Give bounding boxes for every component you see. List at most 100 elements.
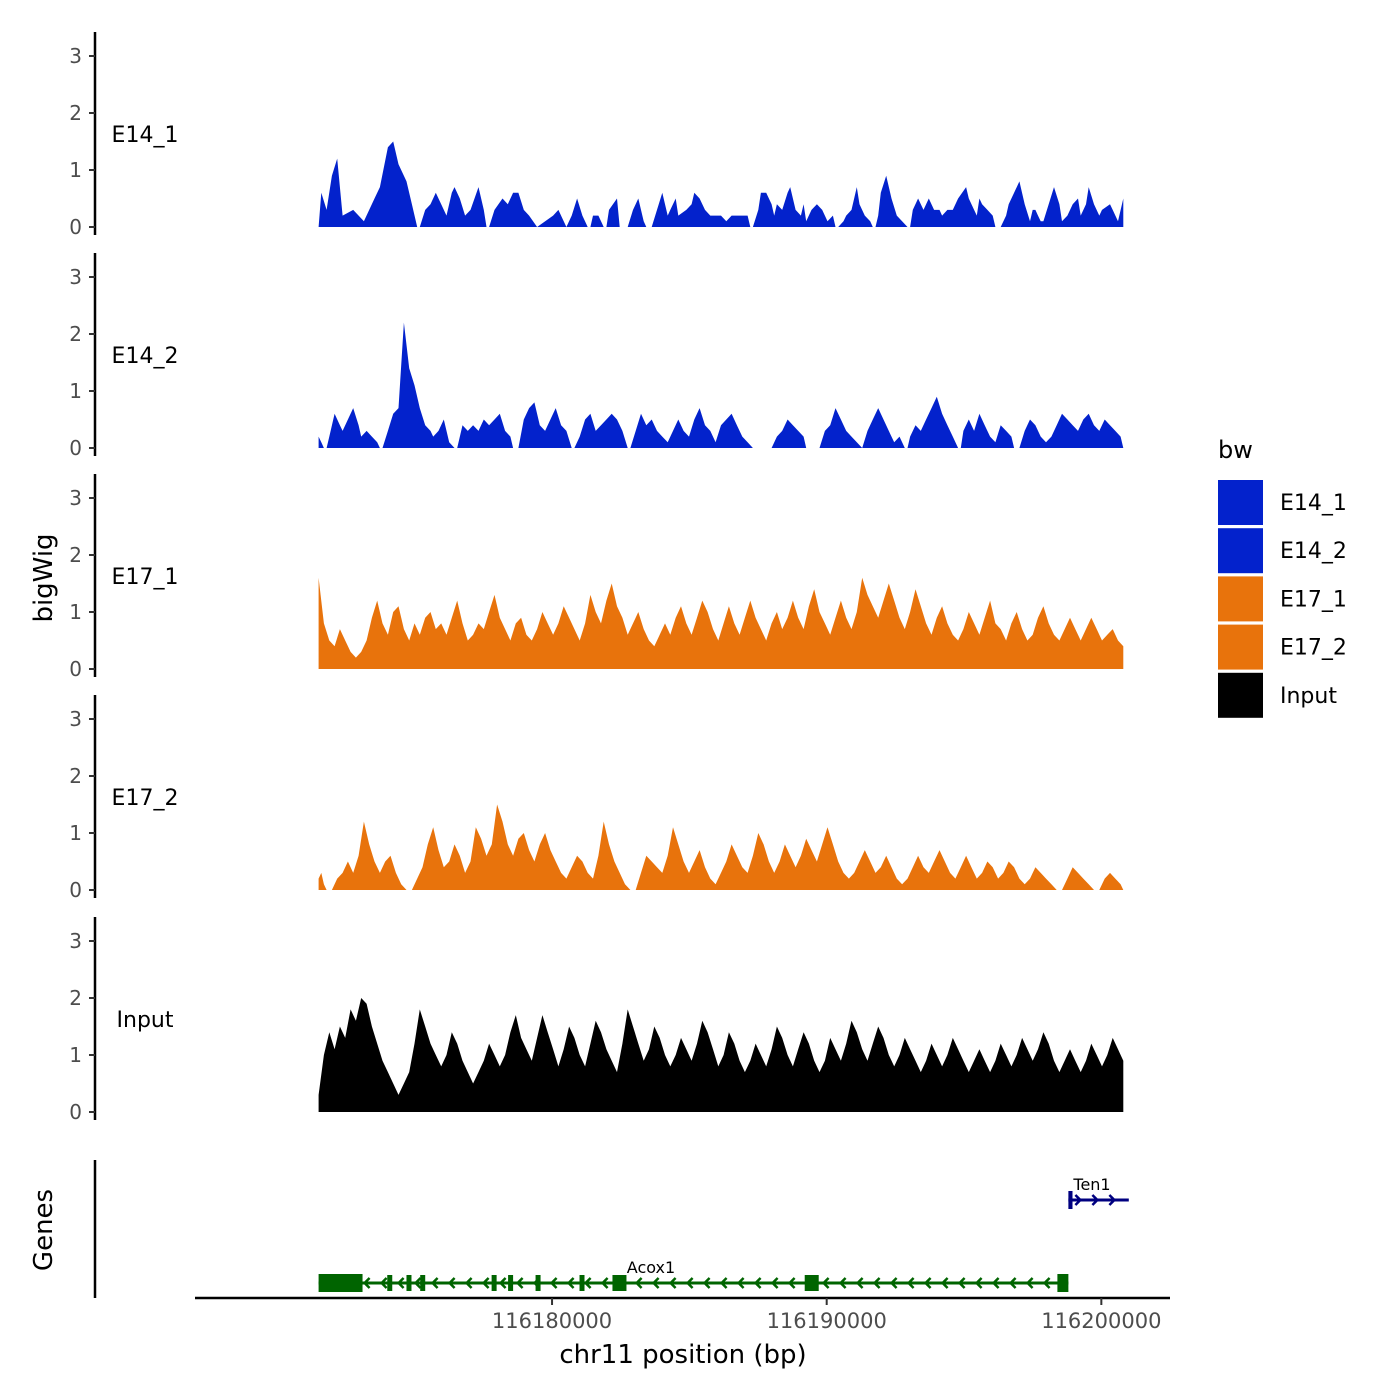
track-E17_2: 0 1 2 3 E17_2 xyxy=(69,695,1124,902)
area-E14_2 xyxy=(318,322,1124,448)
strand-arrow xyxy=(821,1277,830,1289)
strand-arrow xyxy=(600,1277,609,1289)
exon xyxy=(1068,1191,1073,1209)
y-tick-label: 1 xyxy=(69,821,82,845)
y-tick-label: 0 xyxy=(69,436,82,460)
track-panels: 0 1 2 3 E14_1 0 1 2 3 E14_2 0 1 2 3 E17_1 0 1 2 3 E17_2 0 1 2 3… xyxy=(69,32,1124,1124)
gene-track: Acox1 Ten1 xyxy=(93,1160,1129,1298)
exon xyxy=(406,1275,412,1291)
y-tick-label: 3 xyxy=(69,486,82,510)
strand-arrow xyxy=(1074,1194,1083,1206)
x-tick-label: 116190000 xyxy=(767,1309,887,1333)
strand-arrow xyxy=(515,1277,524,1289)
legend-title: bw xyxy=(1218,436,1253,464)
strand-arrow xyxy=(362,1277,371,1289)
strand-arrow xyxy=(566,1277,575,1289)
strand-arrow xyxy=(889,1277,898,1289)
y-tick-label: 2 xyxy=(69,322,82,346)
strand-arrow xyxy=(906,1277,915,1289)
track-E14_2: 0 1 2 3 E14_2 xyxy=(69,253,1124,460)
y-axis-title: bigWig xyxy=(29,533,59,622)
strand-arrow xyxy=(464,1277,473,1289)
gene-label: Ten1 xyxy=(1072,1175,1110,1194)
y-tick-label: 1 xyxy=(69,1043,82,1067)
y-tick-label: 2 xyxy=(69,101,82,125)
strand-arrow xyxy=(1042,1277,1051,1289)
y-tick-label: 1 xyxy=(69,379,82,403)
gene-Ten1: Ten1 xyxy=(1068,1175,1129,1209)
strand-arrow xyxy=(430,1277,439,1289)
strand-arrow xyxy=(872,1277,881,1289)
strand-arrow xyxy=(651,1277,660,1289)
legend: bw E14_1 E14_2 E17_1 E17_2 Input xyxy=(1218,436,1347,718)
legend-label: E17_1 xyxy=(1280,587,1347,612)
exon xyxy=(804,1275,819,1291)
exon xyxy=(1057,1274,1069,1292)
y-tick-label: 3 xyxy=(69,44,82,68)
track-label: E17_1 xyxy=(112,565,179,590)
strand-arrow xyxy=(379,1277,388,1289)
x-axis: 116180000 116190000 116200000 xyxy=(195,1296,1170,1333)
strand-arrow xyxy=(1108,1194,1117,1206)
legend-swatch xyxy=(1218,624,1263,670)
area-E17_2 xyxy=(318,804,1124,890)
track-label: E14_1 xyxy=(112,123,179,148)
legend-swatch xyxy=(1218,480,1263,525)
exon xyxy=(508,1275,514,1291)
y-tick-label: 3 xyxy=(69,707,82,731)
y-tick-label: 2 xyxy=(69,543,82,567)
track-E14_1: 0 1 2 3 E14_1 xyxy=(69,32,1124,239)
track-label: E14_2 xyxy=(112,344,179,369)
strand-arrow xyxy=(770,1277,779,1289)
legend-swatch xyxy=(1218,576,1263,622)
y-tick-label: 0 xyxy=(69,215,82,239)
strand-arrow xyxy=(787,1277,796,1289)
strand-arrow xyxy=(855,1277,864,1289)
strand-arrow xyxy=(481,1277,490,1289)
exon xyxy=(535,1275,541,1291)
area-Input xyxy=(318,998,1124,1112)
strand-arrow xyxy=(974,1277,983,1289)
legend-label: Input xyxy=(1280,684,1337,709)
y-tick-label: 0 xyxy=(69,657,82,681)
exon xyxy=(387,1275,393,1291)
strand-arrow xyxy=(923,1277,932,1289)
strand-arrow xyxy=(1008,1277,1017,1289)
strand-arrow xyxy=(685,1277,694,1289)
strand-arrow xyxy=(396,1277,405,1289)
legend-label: E17_2 xyxy=(1280,636,1347,661)
exon xyxy=(579,1275,585,1291)
gene-Acox1: Acox1 xyxy=(318,1258,1069,1292)
strand-arrow xyxy=(719,1277,728,1289)
strand-arrow xyxy=(413,1277,422,1289)
strand-arrow xyxy=(549,1277,558,1289)
strand-arrow xyxy=(1091,1194,1100,1206)
strand-arrow xyxy=(940,1277,949,1289)
genes-track-title: Genes xyxy=(29,1189,59,1271)
track-Input: 0 1 2 3 Input xyxy=(69,917,1124,1124)
x-tick-label: 116180000 xyxy=(492,1309,612,1333)
gene-label: Acox1 xyxy=(627,1258,675,1277)
y-tick-label: 2 xyxy=(69,764,82,788)
strand-arrow xyxy=(957,1277,966,1289)
exon xyxy=(491,1275,497,1291)
y-tick-label: 0 xyxy=(69,878,82,902)
y-tick-label: 3 xyxy=(69,265,82,289)
area-E14_1 xyxy=(318,141,1124,227)
y-tick-label: 3 xyxy=(69,929,82,953)
strand-arrow xyxy=(1025,1277,1034,1289)
strand-arrow xyxy=(702,1277,711,1289)
strand-arrow xyxy=(583,1277,592,1289)
x-tick-label: 116200000 xyxy=(1041,1309,1161,1333)
legend-swatch xyxy=(1218,528,1263,574)
strand-arrow xyxy=(634,1277,643,1289)
legend-label: E14_2 xyxy=(1280,539,1347,564)
legend-label: E14_1 xyxy=(1280,491,1347,516)
exon xyxy=(420,1275,426,1291)
legend-swatch xyxy=(1218,672,1263,718)
area-E17_1 xyxy=(318,577,1124,669)
y-tick-label: 1 xyxy=(69,600,82,624)
exon xyxy=(612,1275,627,1291)
strand-arrow xyxy=(668,1277,677,1289)
